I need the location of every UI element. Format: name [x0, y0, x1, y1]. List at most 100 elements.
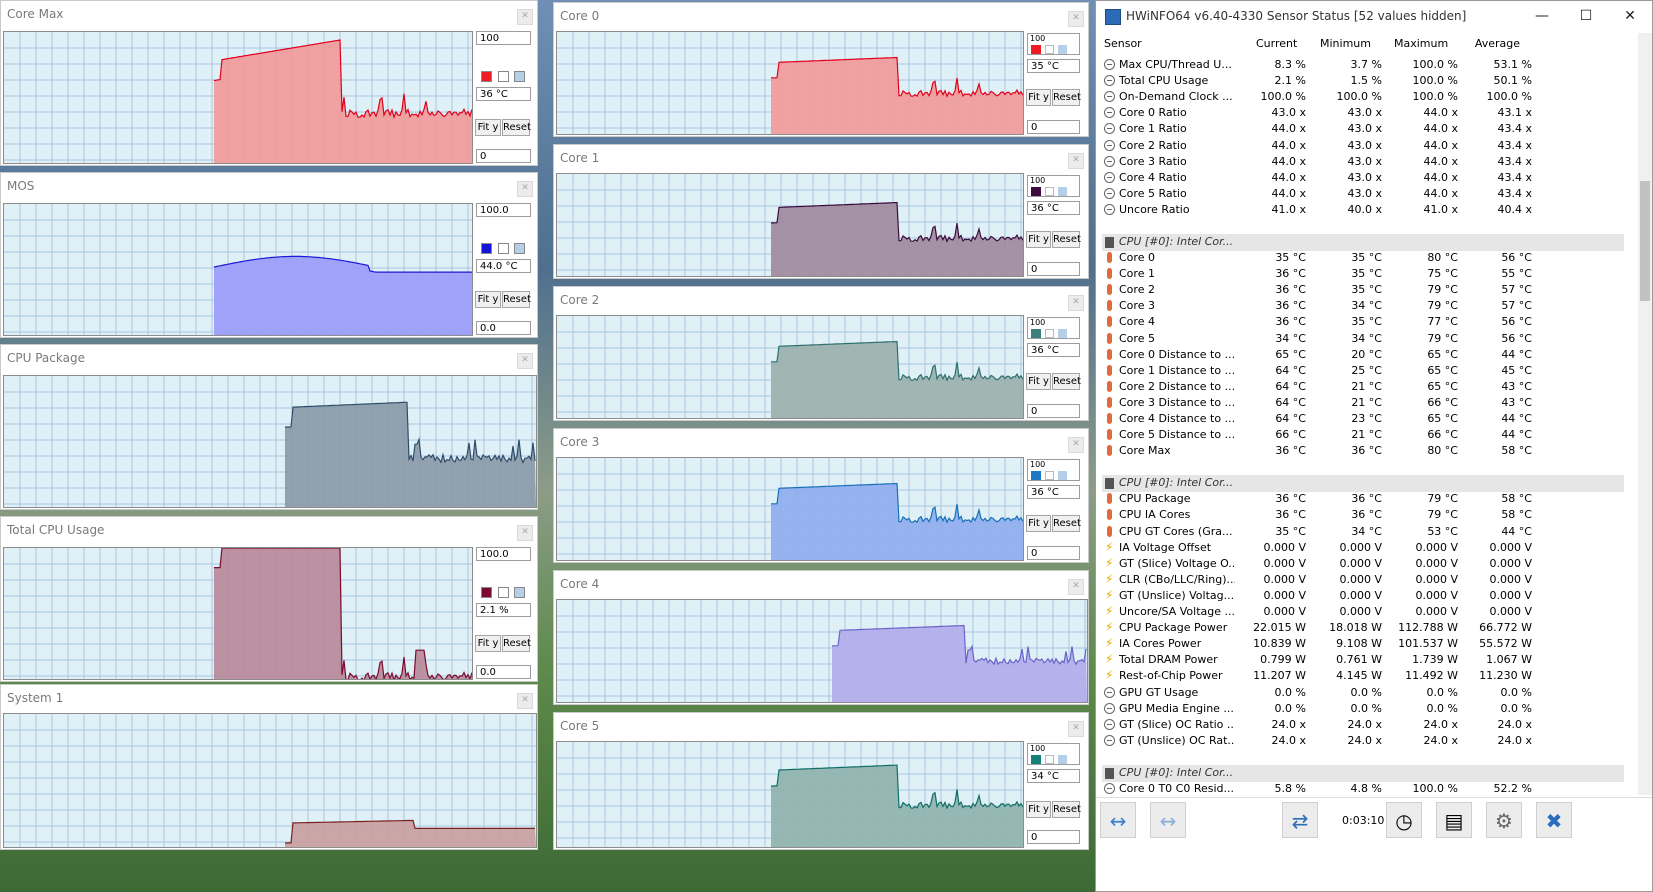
sensor-row[interactable]: GPU GT Usage 0.0 % 0.0 % 0.0 % 0.0 % — [1102, 685, 1624, 702]
reset-button[interactable]: Reset — [502, 635, 531, 652]
sensor-row[interactable]: Core 0 Ratio 43.0 x 43.0 x 44.0 x 43.1 x — [1102, 105, 1624, 122]
graph-grid-swatch[interactable] — [514, 71, 525, 82]
sensor-row[interactable]: GPU Media Engine ... 0.0 % 0.0 % 0.0 % 0.0 % — [1102, 701, 1624, 718]
clock-button[interactable]: ◷ — [1386, 802, 1422, 838]
graph-color-controls[interactable]: 100 — [1027, 743, 1080, 765]
sensor-row[interactable]: Core 3 Distance to ... 64 °C 21 °C 66 °C 43 … — [1102, 395, 1624, 412]
sensor-row[interactable]: Core 5 34 °C 34 °C 79 °C 56 °C — [1102, 331, 1624, 348]
close-icon[interactable]: ✕ — [517, 181, 533, 197]
close-icon[interactable]: ✕ — [1068, 11, 1084, 27]
reset-button[interactable]: Reset — [1052, 801, 1081, 818]
close-icon[interactable]: ✕ — [1068, 721, 1084, 737]
fit-y-button[interactable]: Fit y — [1026, 231, 1051, 248]
graph-color-controls[interactable]: 100 — [1027, 33, 1080, 55]
sensor-row[interactable]: Core 3 36 °C 34 °C 79 °C 57 °C — [1102, 298, 1624, 315]
graph-min-field[interactable]: 0 — [476, 149, 531, 163]
sensor-row[interactable]: ⚡ IA Voltage Offset 0.000 V 0.000 V 0.000 V 0… — [1102, 540, 1624, 557]
graph-min-field[interactable]: 0.0 — [476, 321, 531, 335]
fit-y-button[interactable]: Fit y — [1026, 89, 1051, 106]
column-header-maximum[interactable]: Maximum — [1394, 37, 1449, 50]
sensor-row[interactable]: Max CPU/Thread U... 8.3 % 3.7 % 100.0 % 53.1… — [1102, 57, 1624, 74]
nav-right-button[interactable]: ↔ — [1150, 802, 1186, 838]
sensor-row[interactable]: Core 1 Ratio 44.0 x 43.0 x 44.0 x 43.4 x — [1102, 121, 1624, 138]
graph-color-swatch[interactable] — [1031, 187, 1041, 196]
reset-button[interactable]: Reset — [1052, 373, 1081, 390]
column-header-average[interactable]: Average — [1474, 37, 1520, 50]
reset-button[interactable]: Reset — [502, 291, 531, 308]
graph-grid-swatch[interactable] — [1058, 329, 1067, 338]
graph-bg-swatch[interactable] — [1045, 329, 1054, 338]
graph-color-swatch[interactable] — [481, 587, 492, 598]
graph-color-swatch[interactable] — [1031, 755, 1041, 764]
graph-max-field[interactable]: 100 — [476, 31, 531, 45]
fit-y-button[interactable]: Fit y — [1026, 515, 1051, 532]
sensor-row[interactable]: On-Demand Clock ... 100.0 % 100.0 % 100.0 %… — [1102, 89, 1624, 106]
graph-max-field[interactable]: 100.0 — [476, 547, 531, 561]
graph-color-controls[interactable]: 100 — [1027, 317, 1080, 339]
sensor-row[interactable]: Core 0 Distance to ... 65 °C 20 °C 65 °C 44 … — [1102, 347, 1624, 364]
sensor-row[interactable]: Uncore Ratio 41.0 x 40.0 x 41.0 x 40.4 x — [1102, 202, 1624, 219]
graph-color-swatch[interactable] — [481, 71, 492, 82]
sensor-row[interactable]: Core 2 Distance to ... 64 °C 21 °C 65 °C 43 … — [1102, 379, 1624, 396]
close-icon[interactable]: ✕ — [517, 525, 533, 541]
graph-color-swatch[interactable] — [1031, 471, 1041, 480]
maximize-button[interactable]: ☐ — [1579, 8, 1593, 24]
sensor-group-header[interactable]: CPU [#0]: Intel Cor... — [1102, 764, 1624, 782]
graph-max-field[interactable]: 100.0 — [476, 203, 531, 217]
graph-bg-swatch[interactable] — [1045, 755, 1054, 764]
graph-grid-swatch[interactable] — [514, 587, 525, 598]
reset-button[interactable]: Reset — [1052, 231, 1081, 248]
fit-y-button[interactable]: Fit y — [1026, 801, 1051, 818]
column-header-sensor[interactable]: Sensor — [1104, 37, 1142, 50]
close-icon[interactable]: ✕ — [1068, 295, 1084, 311]
close-icon[interactable]: ✕ — [1068, 153, 1084, 169]
sensor-row[interactable]: CPU Package 36 °C 36 °C 79 °C 58 °C — [1102, 491, 1624, 508]
close-toolbar-button[interactable]: ✖ — [1536, 802, 1572, 838]
graph-grid-swatch[interactable] — [1058, 471, 1067, 480]
title-bar[interactable]: HWiNFO64 v6.40-4330 Sensor Status [52 va… — [1096, 1, 1652, 31]
settings-button[interactable]: ⚙ — [1486, 802, 1522, 838]
reset-button[interactable]: Reset — [1052, 89, 1081, 106]
sensor-row[interactable]: Core 2 Ratio 44.0 x 43.0 x 44.0 x 43.4 x — [1102, 138, 1624, 155]
column-header-minimum[interactable]: Minimum — [1320, 37, 1371, 50]
sensor-row[interactable]: Core 1 36 °C 35 °C 75 °C 55 °C — [1102, 266, 1624, 283]
graph-color-controls[interactable]: 100 — [1027, 459, 1080, 481]
graph-min-field[interactable]: 0 — [1027, 404, 1080, 418]
report-button[interactable]: ▤ — [1436, 802, 1472, 838]
graph-min-field[interactable]: 0 — [1027, 120, 1080, 134]
graph-grid-swatch[interactable] — [514, 243, 525, 254]
network-button[interactable]: ⇄ — [1282, 802, 1318, 838]
graph-grid-swatch[interactable] — [1058, 187, 1067, 196]
sensor-row[interactable]: Total CPU Usage 2.1 % 1.5 % 100.0 % 50.1 % — [1102, 73, 1624, 90]
sensor-row[interactable]: Core 0 T0 C0 Resid... 5.8 % 4.8 % 100.0 % 52… — [1102, 781, 1624, 798]
sensor-row[interactable]: CPU GT Cores (Gra... 35 °C 34 °C 53 °C 44 °C — [1102, 524, 1624, 541]
reset-button[interactable]: Reset — [1052, 515, 1081, 532]
fit-y-button[interactable]: Fit y — [475, 635, 501, 652]
sensor-row[interactable]: GT (Unslice) OC Rat... 24.0 x 24.0 x 24.0 x… — [1102, 733, 1624, 750]
sensor-row[interactable]: CPU IA Cores 36 °C 36 °C 79 °C 58 °C — [1102, 507, 1624, 524]
graph-min-field[interactable]: 0 — [1027, 830, 1080, 844]
fit-y-button[interactable]: Fit y — [1026, 373, 1051, 390]
sensor-row[interactable]: ⚡ Total DRAM Power 0.799 W 0.761 W 1.739 W 1.… — [1102, 652, 1624, 669]
sensor-group-header[interactable]: CPU [#0]: Intel Cor... — [1102, 475, 1624, 493]
sensor-row[interactable]: Core 3 Ratio 44.0 x 43.0 x 44.0 x 43.4 x — [1102, 154, 1624, 171]
column-header-current[interactable]: Current — [1256, 37, 1298, 50]
sensor-row[interactable]: Core Max 36 °C 36 °C 80 °C 58 °C — [1102, 443, 1624, 460]
sensor-row[interactable]: ⚡ IA Cores Power 10.839 W 9.108 W 101.537 W 5… — [1102, 636, 1624, 653]
graph-min-field[interactable]: 0 — [1027, 546, 1080, 560]
graph-bg-swatch[interactable] — [1045, 187, 1054, 196]
graph-color-swatch[interactable] — [1031, 45, 1041, 54]
sensor-row[interactable]: Core 2 36 °C 35 °C 79 °C 57 °C — [1102, 282, 1624, 299]
fit-y-button[interactable]: Fit y — [475, 291, 501, 308]
close-icon[interactable]: ✕ — [517, 353, 533, 369]
sensor-row[interactable]: ⚡ CLR (CBo/LLC/Ring)... 0.000 V 0.000 V 0.00… — [1102, 572, 1624, 589]
scrollbar-thumb[interactable] — [1640, 181, 1650, 301]
graph-min-field[interactable]: 0 — [1027, 262, 1080, 276]
sensor-row[interactable]: ⚡ Rest-of-Chip Power 11.207 W 4.145 W 11.492… — [1102, 668, 1624, 685]
graph-grid-swatch[interactable] — [1058, 45, 1067, 54]
graph-min-field[interactable]: 0.0 — [476, 665, 531, 679]
graph-bg-swatch[interactable] — [1045, 471, 1054, 480]
sensor-row[interactable]: Core 4 36 °C 35 °C 77 °C 56 °C — [1102, 314, 1624, 331]
graph-bg-swatch[interactable] — [1045, 45, 1054, 54]
sensor-row[interactable]: ⚡ GT (Unslice) Voltag... 0.000 V 0.000 V 0.0… — [1102, 588, 1624, 605]
